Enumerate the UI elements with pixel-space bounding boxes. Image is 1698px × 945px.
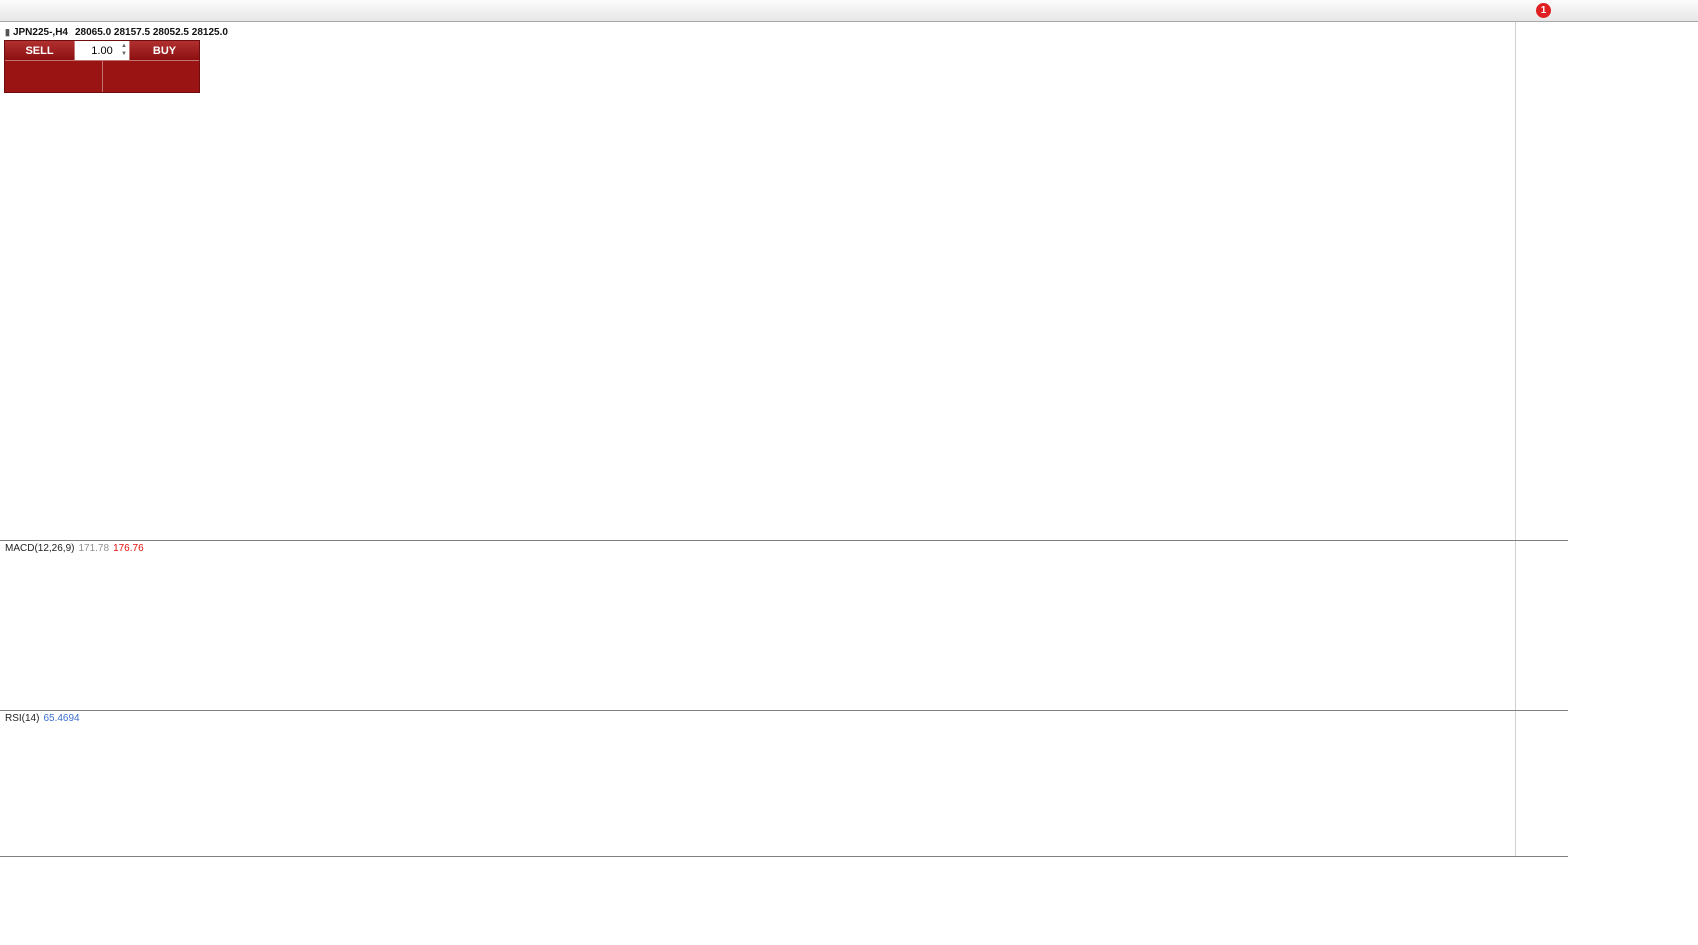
ohlc-values: 28065.0 28157.5 28052.5 28125.0 — [74, 27, 228, 38]
macd-panel-plot[interactable] — [0, 540, 1515, 710]
macd-signal-value: 176.76 — [113, 543, 144, 554]
chart-title: ▮ JPN225-,H4 28065.0 28157.5 28052.5 28125… — [5, 26, 228, 39]
one-click-trading-panel: SELL 1.00 ▲ ▼ BUY — [4, 40, 200, 93]
sell-button[interactable]: SELL — [5, 41, 75, 60]
price-axis-border — [1515, 22, 1516, 856]
volume-value: 1.00 — [91, 44, 113, 57]
notification-badge: 1 — [1536, 3, 1551, 18]
macd-indicator-label: MACD(12,26,9) 171.78 176.76 — [5, 543, 144, 555]
panel-divider — [0, 856, 1568, 857]
rsi-name: RSI(14) — [5, 713, 40, 724]
time-axis[interactable] — [0, 857, 1515, 879]
volume-input[interactable]: 1.00 ▲ ▼ — [75, 41, 129, 60]
buy-price[interactable] — [101, 61, 200, 92]
volume-up-icon[interactable]: ▲ — [121, 43, 127, 49]
buy-button[interactable]: BUY — [129, 41, 199, 60]
rsi-indicator-label: RSI(14) 65.4694 — [5, 713, 80, 725]
main-chart-plot[interactable] — [0, 22, 1515, 540]
panel-divider[interactable] — [0, 540, 1568, 541]
chart-title-icon: ▮ — [5, 27, 10, 37]
macd-value: 171.78 — [78, 543, 110, 554]
macd-name: MACD(12,26,9) — [5, 543, 75, 554]
sell-price[interactable] — [5, 61, 102, 92]
price-axis[interactable] — [1515, 22, 1698, 858]
volume-spinner[interactable]: ▲ ▼ — [121, 42, 127, 58]
panel-divider[interactable] — [0, 710, 1568, 711]
toolbar — [0, 0, 1698, 22]
rsi-value: 65.4694 — [43, 713, 80, 724]
symbol-period-label: JPN225-,H4 — [12, 27, 68, 38]
volume-down-icon[interactable]: ▼ — [121, 51, 127, 57]
rsi-panel-plot[interactable] — [0, 710, 1515, 856]
